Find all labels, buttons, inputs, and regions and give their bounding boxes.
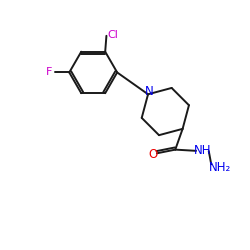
Text: N: N <box>144 85 153 98</box>
Text: F: F <box>46 68 52 78</box>
Text: Cl: Cl <box>108 30 119 40</box>
Text: O: O <box>148 148 157 160</box>
Text: NH₂: NH₂ <box>209 161 231 174</box>
Text: NH: NH <box>194 144 212 157</box>
